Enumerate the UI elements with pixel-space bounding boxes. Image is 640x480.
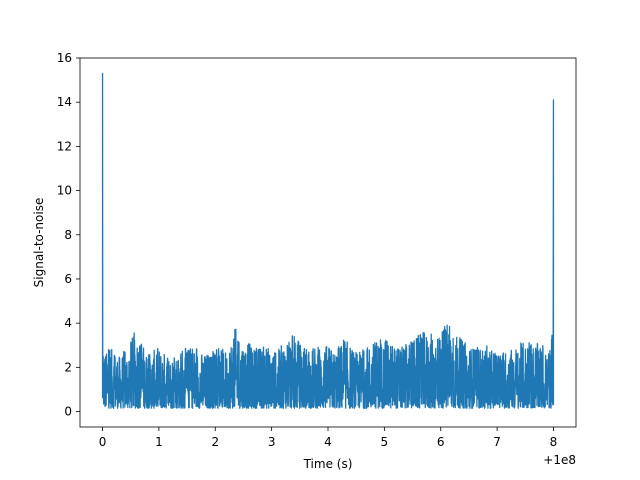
y-axis-label: Signal-to-noise [32, 198, 46, 288]
x-tick-label: 5 [381, 435, 389, 449]
y-tick-label: 16 [57, 51, 72, 65]
x-tick-label: 3 [268, 435, 276, 449]
x-tick-label: 0 [99, 435, 107, 449]
plot-area [101, 72, 555, 409]
y-tick-label: 10 [57, 184, 72, 198]
x-tick-label: 7 [493, 435, 501, 449]
y-tick-label: 0 [64, 405, 72, 419]
y-tick-label: 2 [64, 360, 72, 374]
x-tick-label: 2 [211, 435, 219, 449]
series-line-1 [101, 72, 555, 409]
y-tick-label: 14 [57, 95, 72, 109]
x-axis-label: Time (s) [303, 457, 353, 471]
x-tick-label: 4 [324, 435, 332, 449]
x-tick-label: 1 [155, 435, 163, 449]
x-axis-offset-label: +1e8 [543, 453, 576, 467]
y-tick-label: 6 [64, 272, 72, 286]
axes-frame [79, 57, 577, 428]
x-tick-label: 6 [437, 435, 445, 449]
x-tick-label: 8 [550, 435, 558, 449]
y-tick-label: 4 [64, 316, 72, 330]
y-tick-label: 12 [57, 139, 72, 153]
y-tick-label: 8 [64, 228, 72, 242]
